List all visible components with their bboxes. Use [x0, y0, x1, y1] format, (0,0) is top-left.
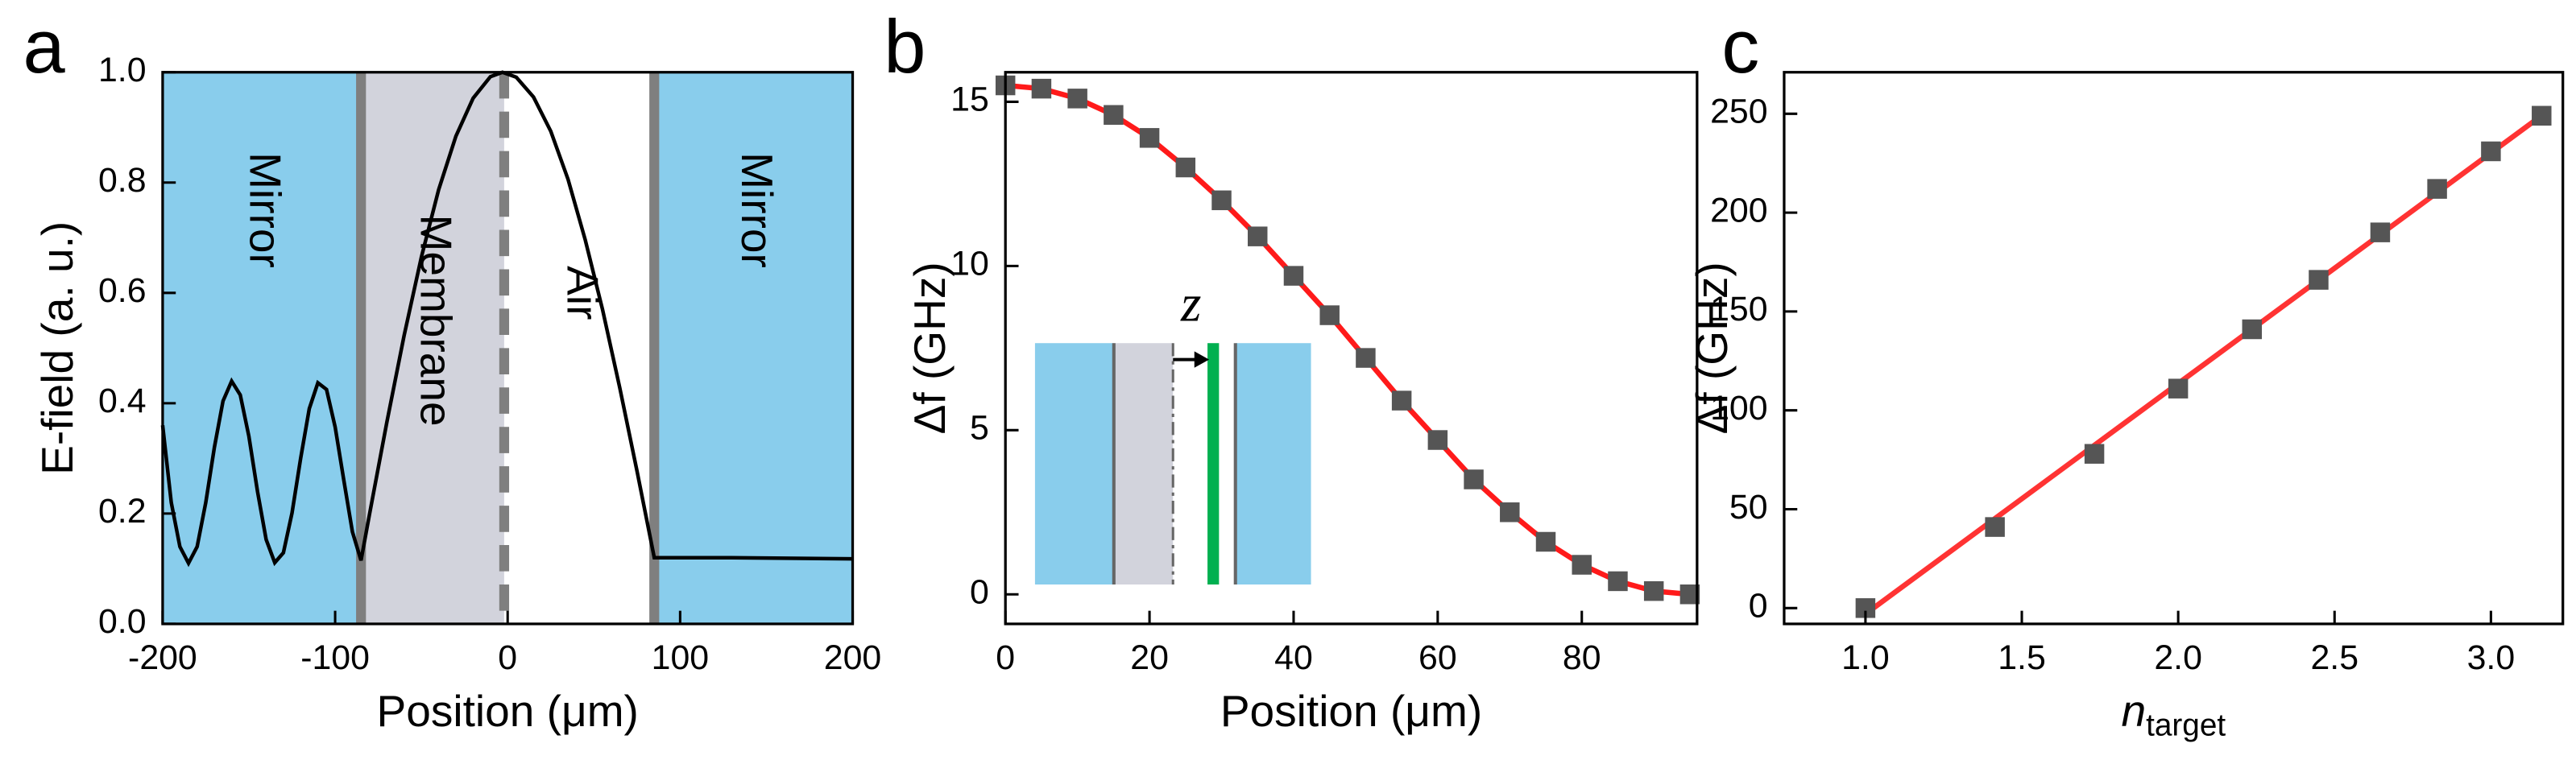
y-tick-label: 5 — [970, 409, 989, 448]
plot-frame — [1004, 71, 1699, 626]
x-tick-label: 1.0 — [1841, 638, 1890, 677]
panel: 1.0 1.5 2.0 2.5 3.0 0 50 100 150 200 250 ntarget Δf … — [1687, 4, 2565, 743]
marker — [1104, 105, 1124, 125]
region — [654, 72, 853, 624]
x-axis-label-main: Position (μm) — [1220, 686, 1482, 736]
region — [503, 72, 655, 624]
panel-letter: c — [1721, 4, 1759, 89]
marker — [1356, 348, 1376, 368]
x-tick-label: 1.5 — [1998, 638, 2046, 677]
y-tick-label: 250 — [1710, 93, 1767, 131]
marker — [1175, 157, 1196, 178]
marker — [1283, 266, 1304, 286]
y-tick-label: 1.0 — [98, 51, 147, 89]
marker — [1464, 469, 1484, 489]
region-label: Membrane — [412, 215, 462, 427]
marker — [1608, 571, 1628, 592]
y-tick-label: 0 — [970, 573, 989, 612]
y-tick-label: 10 — [950, 245, 989, 283]
y-tick-label: 50 — [1729, 488, 1768, 527]
y-tick-label: 0 — [1749, 587, 1768, 626]
y-tick-label: 0.0 — [98, 602, 147, 641]
marker — [2168, 378, 2189, 399]
x-tick-label: 100 — [652, 638, 709, 677]
panel: 0 20 40 60 80 0 5 10 15 Position (μm) Δf (GHz) b — [884, 4, 1700, 736]
marker — [1391, 390, 1412, 411]
marker — [1211, 190, 1232, 211]
marker — [2532, 105, 2552, 126]
x-tick-label: -100 — [300, 638, 370, 677]
inset-mirror — [1235, 343, 1311, 584]
marker — [1248, 226, 1268, 246]
y-tick-label: 0.2 — [98, 492, 147, 531]
y-tick-label: 15 — [950, 81, 989, 119]
x-axis-label-main: n — [2121, 686, 2146, 736]
y-tick-label: 200 — [1710, 191, 1767, 229]
x-tick-label: 60 — [1418, 638, 1457, 677]
region-label: Air — [558, 266, 608, 320]
marker — [1031, 78, 1052, 99]
x-tick-label: 40 — [1274, 638, 1313, 677]
marker — [2370, 222, 2391, 242]
panel-letter: b — [884, 4, 926, 89]
y-axis-label: Δf (GHz) — [1687, 262, 1737, 434]
y-tick-label: 100 — [1710, 389, 1767, 428]
x-axis-label: Position (μm) — [377, 686, 639, 736]
x-tick-label: 2.5 — [2311, 638, 2359, 677]
marker — [2084, 444, 2105, 464]
marker — [1535, 531, 1556, 552]
marker — [2242, 319, 2263, 340]
data-line — [160, 70, 853, 568]
marker — [2309, 270, 2329, 290]
y-tick-label: 0.8 — [98, 161, 147, 200]
plot-frame — [1783, 71, 2565, 626]
marker — [1139, 128, 1160, 148]
x-axis-label-sub: target — [2146, 708, 2226, 743]
marker — [1500, 502, 1520, 522]
region — [162, 72, 362, 624]
x-tick-label: 80 — [1563, 638, 1601, 677]
marker — [1643, 580, 1664, 601]
marker — [1572, 555, 1592, 575]
inset-schematic: z — [1034, 275, 1311, 584]
inset-label: z — [1180, 275, 1201, 332]
y-axis-label: E-field (a. u.) — [32, 221, 82, 475]
x-axis-label-main: Position (μm) — [377, 686, 639, 736]
region — [361, 72, 504, 624]
marker — [2481, 141, 2501, 162]
y-tick-label: 150 — [1710, 290, 1767, 328]
x-tick-label: 200 — [824, 638, 881, 677]
inset-target — [1207, 343, 1220, 584]
region-label: Mirror — [241, 152, 291, 268]
inset-mirror — [1034, 343, 1114, 584]
panel-letter: a — [23, 4, 66, 89]
marker — [1067, 89, 1087, 109]
inset-arrowhead — [1194, 351, 1210, 368]
x-tick-label: 0 — [498, 638, 517, 677]
x-tick-label: 2.0 — [2154, 638, 2202, 677]
x-tick-label: 3.0 — [2467, 638, 2516, 677]
y-axis-label: Δf (GHz) — [905, 262, 955, 434]
y-tick-label: 0.4 — [98, 382, 147, 420]
region-label: Mirror — [732, 152, 782, 268]
inset-membrane — [1113, 343, 1174, 584]
x-axis-label: Position (μm) — [1220, 686, 1482, 736]
marker — [1985, 517, 2005, 537]
x-tick-label: 20 — [1130, 638, 1169, 677]
panel: Mirror Membrane Air Mirror -200 -100 0 100 200 0.… — [23, 4, 882, 736]
y-tick-label: 0.6 — [98, 271, 147, 310]
marker — [2427, 179, 2447, 199]
x-tick-label: 0 — [996, 638, 1015, 677]
x-tick-label: -200 — [128, 638, 197, 677]
marker — [1427, 430, 1448, 450]
marker — [1319, 305, 1340, 325]
x-axis-label: ntarget — [2121, 686, 2226, 743]
